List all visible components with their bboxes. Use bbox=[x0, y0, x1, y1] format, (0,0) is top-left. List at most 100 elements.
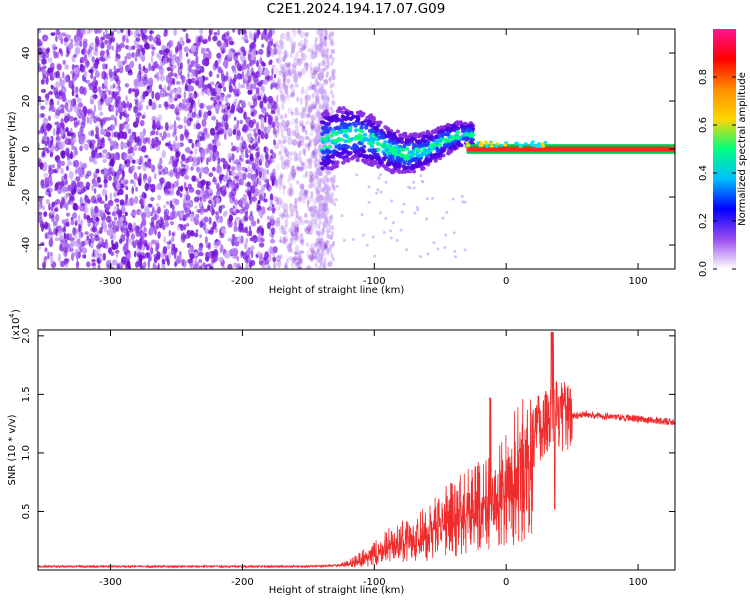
noise-cell bbox=[143, 261, 147, 268]
noise-cell bbox=[294, 215, 299, 224]
noise-cell bbox=[133, 196, 139, 205]
noise-cell bbox=[139, 198, 145, 207]
signal-cell bbox=[389, 169, 394, 174]
signal-cell bbox=[375, 156, 380, 161]
noise-cell bbox=[98, 254, 104, 262]
noise-cell bbox=[425, 197, 429, 201]
noise-cell bbox=[315, 237, 319, 243]
signal-cell bbox=[364, 125, 369, 130]
signal-cell bbox=[446, 148, 451, 153]
noise-cell bbox=[125, 95, 128, 102]
noise-cell bbox=[181, 40, 185, 46]
signal-cell bbox=[476, 141, 481, 145]
noise-cell bbox=[82, 247, 87, 255]
noise-cell bbox=[78, 131, 82, 136]
noise-cell bbox=[298, 190, 304, 198]
noise-cell bbox=[293, 229, 299, 234]
noise-cell bbox=[288, 203, 294, 207]
noise-cell bbox=[321, 31, 324, 37]
noise-cell bbox=[55, 142, 59, 147]
noise-cell bbox=[294, 257, 301, 266]
noise-cell bbox=[116, 263, 120, 269]
noise-cell bbox=[236, 63, 242, 72]
noise-cell bbox=[221, 227, 226, 234]
noise-cell bbox=[286, 64, 290, 71]
noise-cell bbox=[261, 229, 265, 237]
noise-cell bbox=[118, 123, 122, 132]
noise-cell bbox=[236, 256, 240, 262]
noise-cell bbox=[224, 252, 229, 259]
noise-cell bbox=[138, 254, 143, 263]
signal-cell bbox=[455, 120, 460, 125]
noise-cell bbox=[177, 225, 181, 231]
noise-cell bbox=[55, 107, 60, 116]
noise-cell bbox=[259, 238, 265, 243]
noise-cell bbox=[172, 77, 176, 86]
noise-cell bbox=[104, 33, 111, 40]
noise-cell bbox=[297, 129, 300, 135]
noise-cell bbox=[291, 257, 296, 264]
noise-cell bbox=[93, 115, 98, 124]
noise-cell bbox=[124, 83, 130, 88]
noise-cell bbox=[209, 127, 216, 136]
signal-cell bbox=[358, 152, 364, 157]
noise-cell bbox=[250, 210, 253, 217]
noise-cell bbox=[94, 43, 98, 52]
noise-cell bbox=[245, 263, 249, 269]
noise-cell bbox=[275, 121, 280, 128]
noise-cell bbox=[243, 216, 249, 222]
noise-cell bbox=[292, 41, 296, 48]
noise-cell bbox=[282, 95, 287, 105]
noise-cell bbox=[310, 105, 315, 111]
noise-cell bbox=[250, 249, 254, 259]
noise-cell bbox=[297, 70, 303, 79]
noise-cell bbox=[202, 262, 206, 268]
noise-cell bbox=[69, 184, 74, 191]
noise-cell bbox=[277, 87, 283, 92]
x-tick-label: 100 bbox=[629, 577, 648, 588]
noise-cell bbox=[267, 32, 271, 40]
colorbar-tick-label: 0.2 bbox=[698, 213, 709, 229]
signal-cell bbox=[370, 132, 375, 137]
noise-cell bbox=[306, 224, 312, 232]
noise-cell bbox=[149, 131, 153, 137]
signal-cell bbox=[385, 126, 390, 131]
noise-cell bbox=[114, 58, 120, 63]
noise-cell bbox=[227, 219, 233, 228]
noise-cell bbox=[318, 252, 322, 258]
noise-cell bbox=[361, 233, 365, 237]
noise-cell bbox=[235, 92, 240, 97]
noise-cell bbox=[147, 77, 154, 86]
noise-cell bbox=[199, 206, 205, 215]
noise-cell bbox=[271, 152, 277, 160]
noise-cell bbox=[291, 168, 297, 177]
noise-cell bbox=[93, 188, 97, 194]
noise-cell bbox=[365, 243, 369, 247]
noise-cell bbox=[329, 177, 333, 182]
signal-cell bbox=[427, 157, 432, 162]
noise-cell bbox=[329, 105, 333, 111]
signal-cell bbox=[359, 125, 364, 130]
noise-cell bbox=[221, 81, 225, 88]
noise-cell bbox=[323, 89, 327, 95]
noise-cell bbox=[241, 36, 246, 41]
noise-cell bbox=[454, 255, 458, 259]
noise-cell bbox=[53, 51, 58, 59]
noise-cell bbox=[38, 29, 42, 34]
noise-cell bbox=[302, 43, 306, 50]
noise-cell bbox=[64, 64, 69, 70]
noise-cell bbox=[184, 82, 188, 91]
noise-cell bbox=[90, 242, 93, 249]
noise-cell bbox=[290, 50, 295, 55]
noise-cell bbox=[322, 261, 326, 267]
noise-cell bbox=[62, 71, 65, 79]
noise-cell bbox=[211, 139, 217, 145]
noise-cell bbox=[157, 114, 163, 121]
noise-cell bbox=[301, 106, 307, 113]
noise-cell bbox=[54, 121, 60, 126]
noise-cell bbox=[167, 104, 173, 109]
x-tick-label: -200 bbox=[231, 276, 254, 287]
noise-cell bbox=[318, 104, 322, 110]
noise-cell bbox=[234, 199, 239, 206]
noise-cell bbox=[299, 232, 303, 237]
